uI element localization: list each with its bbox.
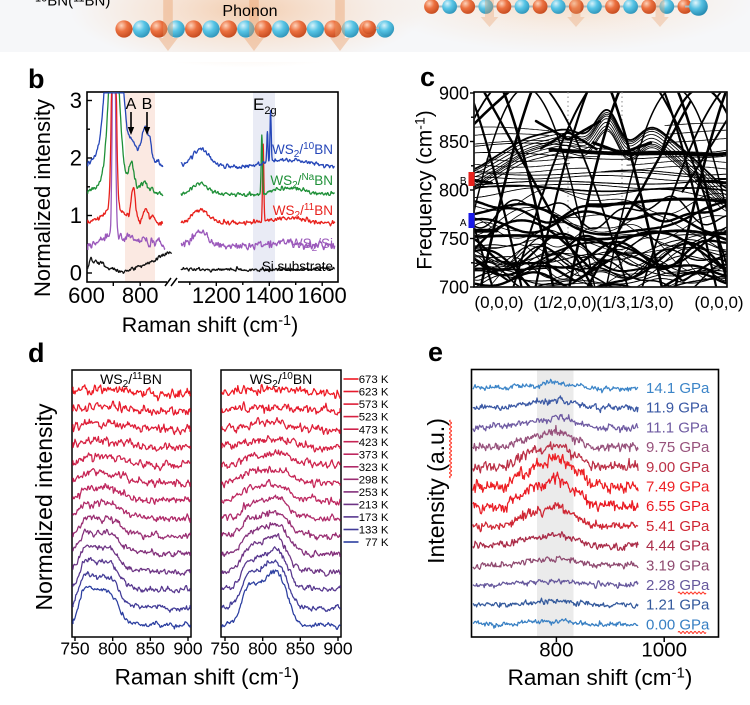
svg-text:3.19 GPa: 3.19 GPa	[646, 557, 710, 574]
svg-text:133 K: 133 K	[359, 525, 389, 537]
svg-text:2: 2	[70, 146, 82, 171]
svg-text:A: A	[126, 96, 137, 113]
svg-text:Frequency (cm-1): Frequency (cm-1)	[412, 110, 437, 270]
svg-text:850: 850	[286, 639, 315, 659]
svg-text:1: 1	[70, 203, 82, 228]
svg-text:600: 600	[68, 283, 105, 308]
svg-text:Normalized intensity: Normalized intensity	[31, 403, 57, 611]
svg-text:850: 850	[136, 639, 165, 659]
svg-text:7.49 GPa: 7.49 GPa	[646, 479, 710, 496]
svg-text:(1/3,1/3,0): (1/3,1/3,0)	[596, 293, 674, 312]
svg-text:Raman shift (cm-1): Raman shift (cm-1)	[122, 313, 299, 337]
svg-text:213 K: 213 K	[359, 500, 389, 512]
svg-text:800: 800	[248, 639, 277, 659]
svg-text:Si substrate: Si substrate	[262, 259, 333, 274]
svg-text:800: 800	[439, 181, 469, 201]
svg-text:4.44 GPa: 4.44 GPa	[646, 538, 710, 555]
svg-text:WS2/Si: WS2/Si	[290, 236, 333, 254]
svg-text:3: 3	[70, 88, 82, 113]
svg-text:WS2/10BN: WS2/10BN	[250, 371, 313, 390]
svg-text:900: 900	[173, 639, 202, 659]
svg-text:Intensity (a.u.): Intensity (a.u.)	[423, 418, 449, 564]
svg-text:700: 700	[439, 278, 469, 298]
svg-text:WS2/10BN: WS2/10BN	[272, 141, 333, 160]
svg-text:(1/2,0,0): (1/2,0,0)	[533, 293, 596, 312]
svg-text:523 K: 523 K	[359, 412, 389, 424]
svg-text:1200: 1200	[192, 283, 241, 308]
svg-text:WS2/11BN: WS2/11BN	[100, 371, 162, 390]
svg-text:1000: 1000	[641, 639, 687, 662]
svg-text:850: 850	[439, 132, 469, 152]
svg-text:77 K: 77 K	[365, 537, 389, 549]
svg-text:B: B	[142, 96, 153, 113]
svg-text:6.55 GPa: 6.55 GPa	[646, 498, 710, 515]
svg-text:1600: 1600	[298, 283, 347, 308]
svg-text:750: 750	[60, 639, 89, 659]
svg-text:11.1 GPa: 11.1 GPa	[646, 419, 709, 436]
svg-text:750: 750	[210, 639, 239, 659]
svg-text:298 K: 298 K	[359, 474, 389, 486]
svg-text:e: e	[428, 337, 443, 367]
svg-text:473 K: 473 K	[359, 424, 389, 436]
svg-text:Normalized intensity: Normalized intensity	[30, 99, 55, 297]
svg-text:1.21 GPa: 1.21 GPa	[646, 597, 710, 614]
svg-text:800: 800	[98, 639, 127, 659]
svg-text:B: B	[460, 176, 467, 187]
svg-text:800: 800	[122, 283, 159, 308]
svg-text:673 K: 673 K	[359, 374, 389, 386]
svg-text:WS2/NaBN: WS2/NaBN	[270, 172, 333, 191]
svg-text:173 K: 173 K	[359, 512, 389, 524]
svg-text:423 K: 423 K	[359, 437, 389, 449]
svg-text:1400: 1400	[245, 283, 294, 308]
svg-text:623 K: 623 K	[359, 387, 389, 399]
svg-text:Phonon: Phonon	[222, 3, 277, 20]
svg-text:(0,0,0): (0,0,0)	[474, 293, 523, 312]
svg-text:A: A	[460, 218, 467, 229]
svg-text:Raman shift (cm-1): Raman shift (cm-1)	[115, 664, 300, 690]
svg-text:b: b	[28, 64, 45, 94]
svg-text:900: 900	[323, 639, 352, 659]
svg-text:9.00 GPa: 9.00 GPa	[646, 459, 710, 476]
svg-text:WS2/11BN: WS2/11BN	[273, 202, 333, 221]
svg-text:c: c	[420, 62, 435, 92]
svg-text:900: 900	[439, 84, 469, 104]
svg-text:323 K: 323 K	[359, 462, 389, 474]
svg-text:0.00 GPa: 0.00 GPa	[646, 616, 710, 633]
svg-text:d: d	[28, 338, 45, 368]
svg-text:373 K: 373 K	[359, 449, 389, 461]
svg-text:800: 800	[539, 639, 573, 662]
svg-text:14.1 GPa: 14.1 GPa	[646, 380, 710, 397]
svg-text:10BN(11BN): 10BN(11BN)	[35, 0, 110, 10]
svg-text:253 K: 253 K	[359, 487, 389, 499]
svg-text:750: 750	[439, 229, 469, 249]
svg-text:0: 0	[70, 261, 82, 286]
svg-text:11.9 GPa: 11.9 GPa	[646, 400, 709, 417]
svg-text:2.28 GPa: 2.28 GPa	[646, 577, 710, 594]
svg-text:573 K: 573 K	[359, 399, 389, 411]
svg-text:9.75 GPa: 9.75 GPa	[646, 439, 710, 456]
svg-text:(0,0,0): (0,0,0)	[694, 293, 743, 312]
svg-text:Raman shift (cm-1): Raman shift (cm-1)	[508, 665, 693, 691]
svg-text:5.41 GPa: 5.41 GPa	[646, 518, 710, 535]
